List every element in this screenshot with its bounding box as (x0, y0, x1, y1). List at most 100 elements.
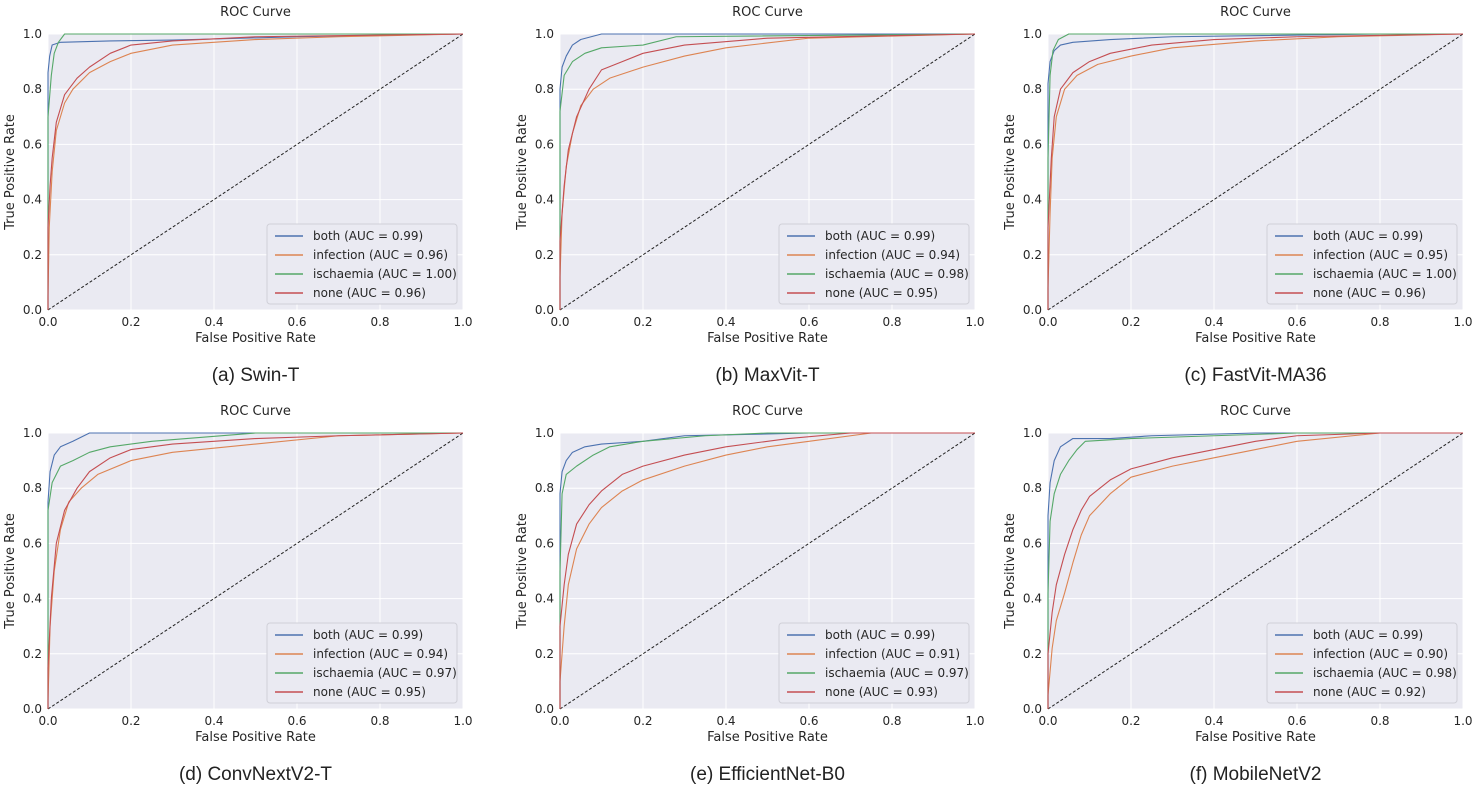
y-tick-label: 0.8 (535, 82, 554, 96)
chance-diagonal (559, 432, 976, 710)
x-tick-label: 0.6 (799, 315, 818, 329)
x-tick-label: 0.0 (1038, 315, 1057, 329)
legend-box (778, 622, 970, 704)
roc-line-both (47, 432, 463, 709)
roc-line-none (1047, 432, 1463, 709)
x-tick-label: 0.8 (370, 315, 389, 329)
chart-title: ROC Curve (1220, 404, 1291, 419)
x-tick-label: 0.0 (550, 315, 569, 329)
y-tick-label: 0.4 (1023, 193, 1042, 207)
x-tick-label: 1.0 (1453, 315, 1472, 329)
y-tick-label: 0.2 (23, 647, 42, 661)
y-axis-label: True Positive Rate (3, 513, 18, 630)
x-tick-label: 0.2 (121, 714, 140, 728)
chart-title: ROC Curve (1220, 5, 1291, 20)
y-tick-label: 0.4 (23, 193, 42, 207)
y-tick-label: 0.4 (1023, 592, 1042, 606)
x-axis-label: False Positive Rate (195, 331, 316, 346)
x-tick-label: 0.0 (550, 714, 569, 728)
y-tick-label: 0.6 (535, 536, 554, 550)
legend-entry: infection (AUC = 0.95) (1313, 248, 1448, 262)
chance-diagonal (47, 432, 464, 710)
y-tick-label: 0.6 (1023, 137, 1042, 151)
y-tick-label: 1.0 (1023, 426, 1042, 440)
roc-line-both (1047, 33, 1463, 310)
y-tick-label: 0.2 (23, 248, 42, 262)
x-tick-label: 0.0 (38, 714, 57, 728)
legend-entry: infection (AUC = 0.96) (313, 248, 448, 262)
y-tick-label: 0.2 (535, 248, 554, 262)
x-tick-label: 0.0 (38, 315, 57, 329)
legend-box (266, 223, 458, 305)
x-tick-label: 1.0 (965, 714, 984, 728)
y-tick-label: 1.0 (1023, 27, 1042, 41)
legend-entry: none (AUC = 0.95) (313, 685, 426, 699)
panel-caption: (a) Swin-T (211, 365, 300, 386)
roc-chart-3: 0.00.0 0.2 0.2 0.4 0.4 0.6 0.6 0.8 0.8 1.0 1.0 ROC … (1003, 5, 1473, 346)
roc-line-both (559, 33, 975, 310)
x-tick-label: 0.6 (799, 714, 818, 728)
y-tick-label: 0.2 (1023, 248, 1042, 262)
legend-entry: both (AUC = 0.99) (825, 229, 935, 243)
x-axis-label: False Positive Rate (1195, 730, 1316, 745)
roc-line-none (1047, 33, 1464, 310)
roc-chart-4: 0.00.0 0.2 0.2 0.4 0.4 0.6 0.6 0.8 0.8 1.0 1.0 ROC … (3, 404, 473, 745)
legend-box (1266, 622, 1458, 704)
legend-entry: infection (AUC = 0.90) (1313, 647, 1448, 661)
x-tick-label: 1.0 (453, 714, 472, 728)
legend-entry: ischaemia (AUC = 1.00) (1313, 267, 1457, 281)
y-axis-label: True Positive Rate (515, 513, 530, 630)
y-tick-label: 0.0 (23, 303, 42, 317)
x-tick-label: 0.6 (287, 714, 306, 728)
legend-entry: none (AUC = 0.96) (313, 286, 426, 300)
x-tick-label: 0.2 (1121, 315, 1140, 329)
panel-caption: (e) EfficientNet-B0 (690, 764, 845, 785)
legend-box (266, 622, 458, 704)
x-tick-label: 0.2 (633, 714, 652, 728)
x-tick-label: 0.4 (204, 315, 223, 329)
roc-line-both (1047, 432, 1463, 709)
roc-line-ischaemia (559, 33, 976, 310)
y-tick-label: 0.6 (23, 137, 42, 151)
y-axis-label: True Positive Rate (1003, 114, 1018, 231)
y-tick-label: 0.2 (535, 647, 554, 661)
roc-chart-5: 0.00.0 0.2 0.2 0.4 0.4 0.6 0.6 0.8 0.8 1.0 1.0 ROC … (515, 404, 985, 745)
x-tick-label: 0.4 (1204, 714, 1223, 728)
x-tick-label: 0.8 (882, 315, 901, 329)
x-tick-label: 1.0 (453, 315, 472, 329)
y-tick-label: 0.0 (535, 702, 554, 716)
roc-line-infection (1047, 432, 1463, 709)
legend-entry: infection (AUC = 0.94) (313, 647, 448, 661)
chart-title: ROC Curve (220, 5, 291, 20)
x-tick-label: 0.6 (1287, 315, 1306, 329)
panel-caption: (c) FastVit-MA36 (1184, 365, 1327, 386)
legend-entry: ischaemia (AUC = 0.98) (1313, 666, 1457, 680)
legend-box (1266, 223, 1458, 305)
y-tick-label: 0.8 (535, 481, 554, 495)
legend-entry: both (AUC = 0.99) (313, 229, 423, 243)
chart-title: ROC Curve (732, 404, 803, 419)
legend-entry: none (AUC = 0.92) (1313, 685, 1426, 699)
y-tick-label: 1.0 (535, 27, 554, 41)
y-tick-label: 0.4 (535, 592, 554, 606)
x-tick-label: 0.2 (633, 315, 652, 329)
legend-entry: infection (AUC = 0.91) (825, 647, 960, 661)
panel-caption: (b) MaxVit-T (715, 365, 820, 386)
y-axis-label: True Positive Rate (515, 114, 530, 231)
x-tick-label: 0.8 (1370, 315, 1389, 329)
x-axis-label: False Positive Rate (195, 730, 316, 745)
y-tick-label: 0.0 (1023, 702, 1042, 716)
x-tick-label: 0.4 (1204, 315, 1223, 329)
x-tick-label: 0.8 (882, 714, 901, 728)
y-tick-label: 1.0 (23, 27, 42, 41)
y-tick-label: 0.6 (1023, 536, 1042, 550)
roc-line-none (559, 33, 976, 310)
x-tick-label: 1.0 (965, 315, 984, 329)
y-tick-label: 0.8 (23, 82, 42, 96)
x-tick-label: 0.0 (1038, 714, 1057, 728)
roc-line-ischaemia (1047, 33, 1463, 310)
legend-entry: ischaemia (AUC = 0.97) (313, 666, 457, 680)
roc-line-ischaemia (47, 33, 463, 310)
y-tick-label: 0.0 (535, 303, 554, 317)
